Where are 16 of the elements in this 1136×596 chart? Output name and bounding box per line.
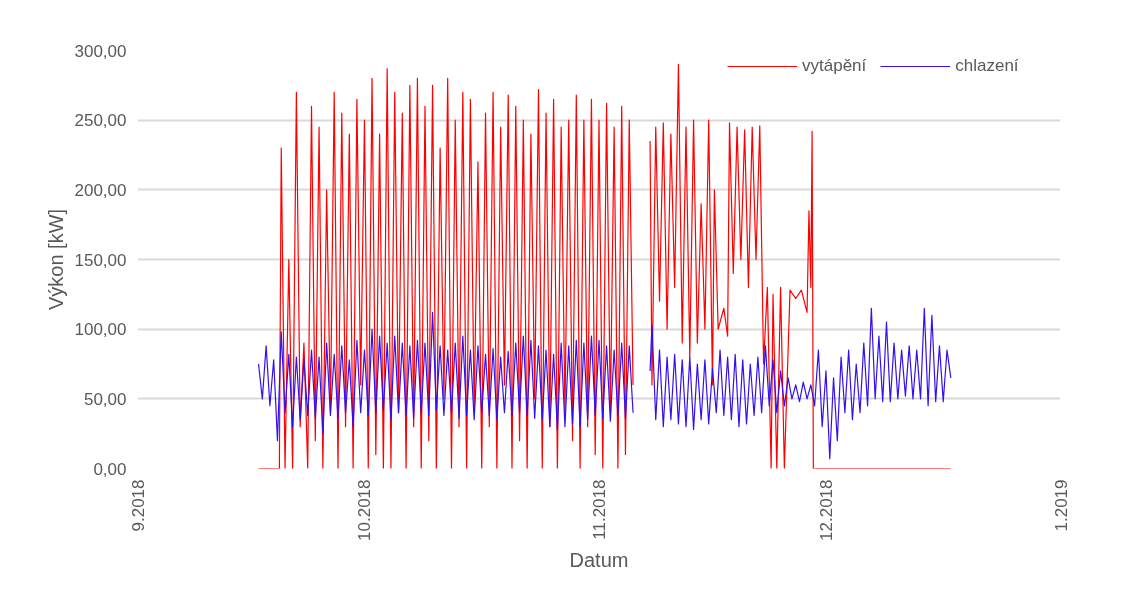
legend-label: vytápění [802,56,867,76]
legend-label: chlazení [955,56,1019,76]
x-tick-label: 1.2019 [1051,479,1071,532]
y-axis-title: Výkon [kW] [44,208,67,311]
y-tick-label: 150,00 [74,250,127,270]
y-tick-label: 100,00 [74,320,127,340]
y-tick-label: 0,00 [93,459,127,479]
y-tick-label: 200,00 [74,180,127,200]
x-tick-label: 9.2018 [128,479,148,532]
y-tick-label: 50,00 [83,389,127,409]
x-axis-title: Datum [569,548,629,571]
x-tick-label: 10.2018 [355,479,375,541]
y-tick-label: 250,00 [74,111,127,131]
x-tick-label: 12.2018 [816,479,836,541]
y-tick-label: 300,00 [74,41,127,61]
x-tick-label: 11.2018 [590,479,609,540]
